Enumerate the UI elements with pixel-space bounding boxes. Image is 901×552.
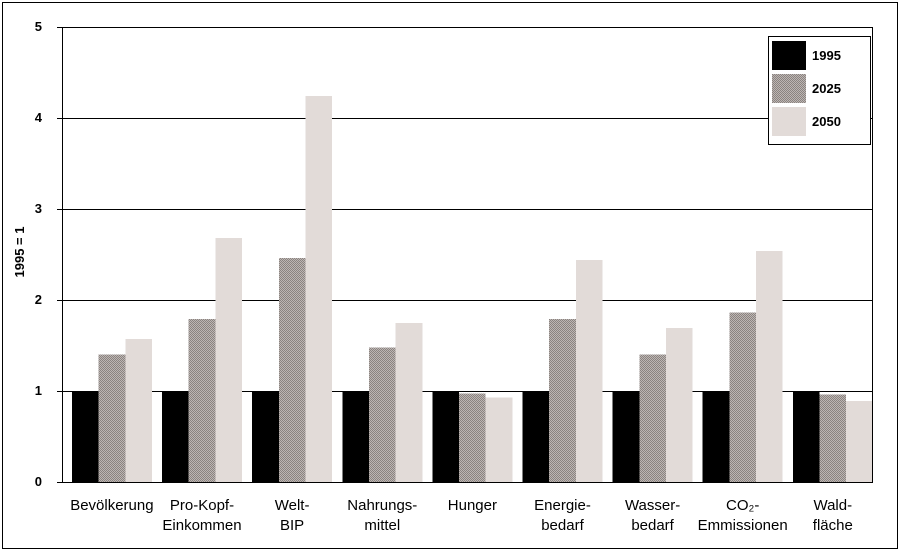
bar-2025-bevoelkerung — [98, 354, 126, 482]
y-tick-label-0: 0 — [34, 474, 42, 489]
x-tick-label-bevoelkerung: Bevölkerung — [70, 497, 154, 514]
bar-1995-wald-flaeche — [792, 391, 820, 482]
bars — [71, 96, 873, 482]
bar-1995-welt-bip — [252, 391, 279, 482]
bar-1995-hunger — [432, 391, 460, 482]
x-tick-label-wald-flaeche: Wald- fläche — [812, 497, 853, 534]
bar-2025-energie-bedarf — [549, 319, 576, 482]
bar-2050-bevoelkerung — [125, 339, 152, 482]
bar-1995-co2-emmissionen — [702, 391, 730, 482]
x-tick-label-nahrungs-mittel: Nahrungs- mittel — [347, 497, 418, 534]
y-tick-label-4: 4 — [34, 110, 42, 125]
x-tick-label-pro-kopf-einkommen: Pro-Kopf- Einkommen — [162, 497, 242, 534]
x-tick-label-energie-bedarf: Energie- bedarf — [534, 497, 591, 534]
bar-2025-wasser-bedarf — [639, 354, 666, 482]
bar-2050-wasser-bedarf — [665, 328, 693, 482]
bar-2025-hunger — [459, 393, 486, 482]
legend-swatch-2025 — [772, 74, 806, 103]
bar-2050-wald-flaeche — [846, 401, 873, 482]
bar-1995-wasser-bedarf — [612, 391, 640, 482]
bar-2050-co2-emmissionen — [756, 250, 783, 482]
x-tick-label-wasser-bedarf: Wasser- bedarf — [624, 497, 681, 534]
x-tick-label-welt-bip: Welt- BIP — [274, 497, 310, 534]
x-tick-label-co2-emmissionen: CO₂- Emmissionen — [697, 497, 788, 534]
axes — [57, 27, 873, 483]
y-tick-label-5: 5 — [34, 19, 42, 34]
bar-2050-nahrungs-mittel — [395, 322, 423, 482]
bar-2025-welt-bip — [278, 258, 306, 482]
y-tick-label-1: 1 — [34, 383, 42, 398]
bar-2050-welt-bip — [305, 96, 333, 482]
bar-1995-energie-bedarf — [522, 391, 550, 482]
bar-1995-bevoelkerung — [71, 391, 99, 482]
bar-1995-nahrungs-mittel — [342, 391, 369, 482]
bar-2050-pro-kopf-einkommen — [215, 238, 243, 482]
y-tick-label-3: 3 — [34, 201, 42, 216]
legend-label-2050: 2050 — [812, 113, 841, 129]
bar-2025-wald-flaeche — [819, 394, 847, 482]
bar-2025-co2-emmissionen — [729, 312, 757, 482]
legend-label-2025: 2025 — [812, 80, 841, 96]
bar-2025-pro-kopf-einkommen — [188, 319, 216, 482]
legend-swatch-1995 — [772, 41, 806, 70]
y-tick-label-2: 2 — [34, 292, 42, 307]
bar-2025-nahrungs-mittel — [368, 347, 396, 482]
bar-1995-pro-kopf-einkommen — [162, 391, 189, 482]
bar-2050-energie-bedarf — [575, 259, 603, 482]
legend-label-1995: 1995 — [812, 47, 841, 63]
legend — [768, 36, 871, 145]
bar-2050-hunger — [485, 397, 513, 482]
y-axis-label: 1995 = 1 — [12, 226, 27, 278]
legend-swatch-2050 — [772, 107, 806, 136]
x-tick-label-hunger: Hunger — [447, 497, 497, 514]
